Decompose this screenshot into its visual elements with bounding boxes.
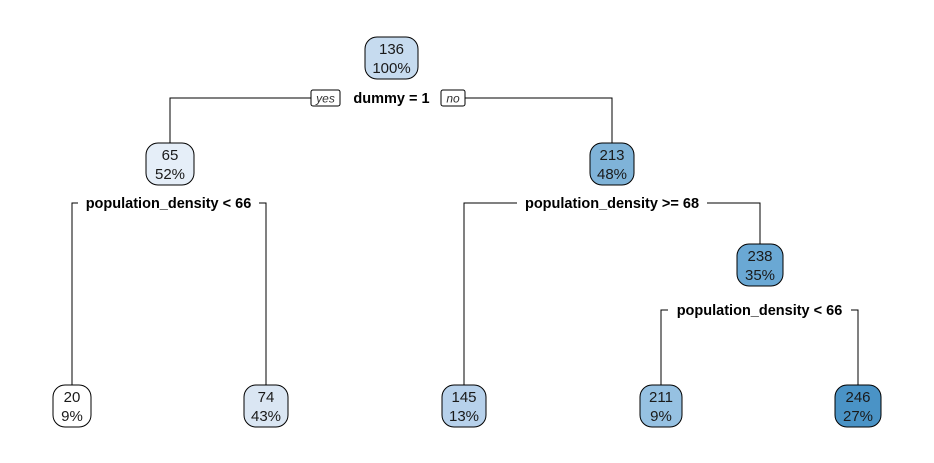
node-n1: 136 100% [364,36,419,80]
edge-root-yes [169,97,313,146]
split-label-n2: population_density < 66 [78,194,259,212]
node-n5: 74 43% [243,384,289,428]
edge-n2-right [259,202,267,385]
node-box [364,36,419,80]
node-n3: 213 48% [589,142,635,186]
edge-n2-left [71,202,78,385]
node-percent: 52% [155,166,185,183]
node-percent: 27% [843,408,873,425]
branch-label-yes: yes [310,89,341,107]
node-box [639,384,683,428]
edge-n3-right [707,202,761,244]
node-box [736,243,784,287]
edge-n3-left [463,202,517,385]
branch-no-text: no [446,92,460,106]
split-label-n6: population_density < 66 [668,301,851,319]
node-box [52,384,92,428]
node-box [145,142,195,186]
split-label-root: dummy = 1 [342,89,441,107]
branch-label-no: no [440,89,466,107]
node-n7: 145 13% [441,384,487,428]
edge-n6-left [660,309,668,385]
node-value: 246 [845,389,870,406]
node-percent: 9% [650,408,672,425]
edge-root-no [463,97,613,146]
node-value: 65 [162,147,179,164]
node-value: 145 [451,389,476,406]
node-percent: 100% [372,60,410,77]
node-box [589,142,635,186]
node-box [441,384,487,428]
node-percent: 43% [251,408,281,425]
split-label: population_density < 66 [677,303,843,319]
split-label: population_density >= 68 [525,196,699,212]
node-value: 238 [747,248,772,265]
node-value: 213 [599,147,624,164]
split-label: population_density < 66 [86,196,252,212]
node-percent: 9% [61,408,83,425]
node-box [834,384,882,428]
node-box [243,384,289,428]
node-n13: 246 27% [834,384,882,428]
branch-yes-text: yes [315,92,335,106]
node-n2: 65 52% [145,142,195,186]
node-value: 20 [64,389,81,406]
node-value: 211 [649,389,673,406]
node-percent: 13% [449,408,479,425]
split-label-n3: population_density >= 68 [517,194,707,212]
node-n4: 20 9% [52,384,92,428]
edge-n6-right [851,309,859,385]
node-n12: 211 9% [639,384,683,428]
tree-edges [71,97,859,385]
split-label: dummy = 1 [353,91,429,107]
node-percent: 35% [745,267,775,284]
node-value: 74 [258,389,275,406]
node-percent: 48% [597,166,627,183]
node-n6: 238 35% [736,243,784,287]
node-value: 136 [379,41,404,58]
